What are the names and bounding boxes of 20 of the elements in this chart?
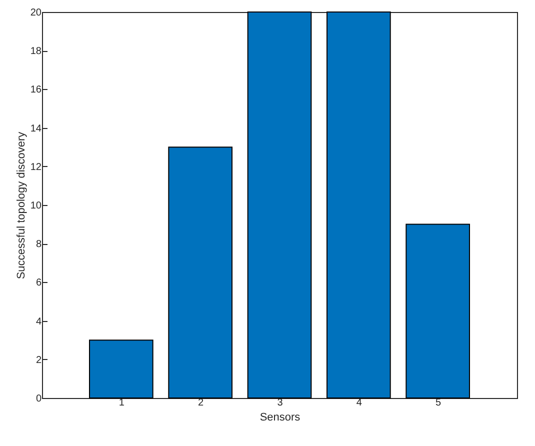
y-tick-label: 16 bbox=[30, 84, 42, 96]
y-tick-label: 4 bbox=[36, 316, 42, 328]
y-tick-label: 14 bbox=[30, 123, 42, 134]
y-tick-label: 10 bbox=[30, 200, 42, 212]
bar bbox=[247, 12, 312, 398]
bar bbox=[89, 340, 154, 398]
y-tick-label: 2 bbox=[36, 354, 42, 366]
y-tick-label: 12 bbox=[30, 162, 42, 173]
y-tick-label: 6 bbox=[36, 278, 42, 289]
x-tick-label: 1 bbox=[118, 398, 125, 408]
bar bbox=[406, 224, 470, 398]
y-tick-label: 0 bbox=[36, 394, 42, 404]
y-tick-label: 8 bbox=[36, 239, 42, 250]
x-tick-label: 4 bbox=[356, 398, 362, 408]
y-tick-label: 20 bbox=[30, 8, 42, 18]
bar bbox=[326, 12, 391, 398]
bar bbox=[168, 146, 232, 398]
x-axis-title: Sensors bbox=[260, 412, 301, 424]
y-axis-title: Successful topology discovery bbox=[15, 131, 28, 280]
y-tick-label: 18 bbox=[30, 46, 42, 58]
